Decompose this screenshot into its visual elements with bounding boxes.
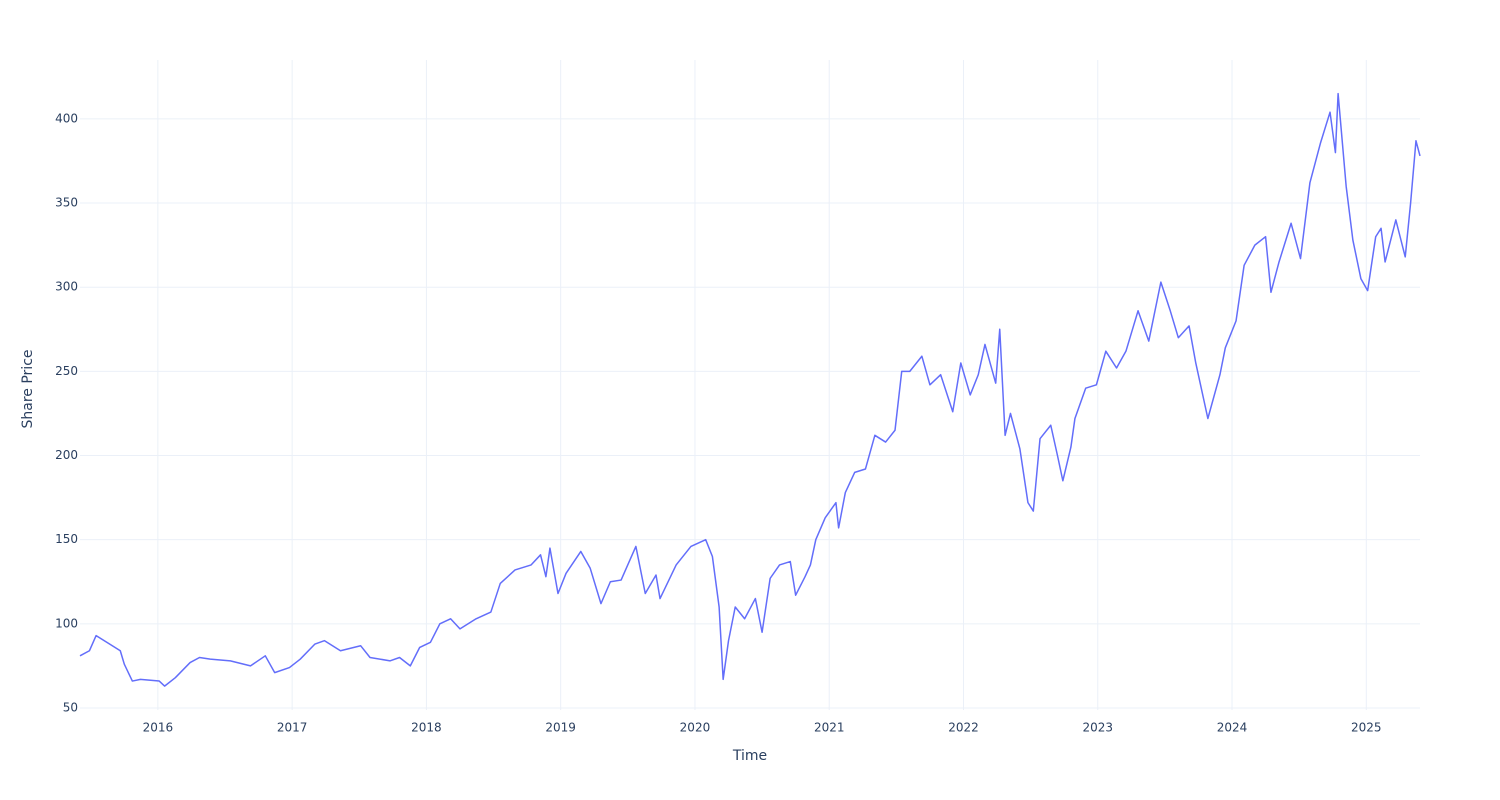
x-tick-label: 2018 <box>411 721 442 735</box>
x-axis-title: Time <box>732 748 767 764</box>
y-tick-label: 300 <box>55 280 78 294</box>
x-tick-label: 2021 <box>814 721 845 735</box>
y-tick-label: 350 <box>55 196 78 210</box>
x-tick-label: 2025 <box>1351 721 1382 735</box>
x-tick-label: 2016 <box>143 721 174 735</box>
y-tick-label: 400 <box>55 111 78 125</box>
y-tick-label: 250 <box>55 364 78 378</box>
x-tick-label: 2019 <box>545 721 576 735</box>
x-tick-label: 2023 <box>1082 721 1113 735</box>
x-tick-label: 2020 <box>680 721 711 735</box>
price-line <box>79 92 1421 687</box>
y-tick-label: 100 <box>55 616 78 630</box>
x-tick-label: 2024 <box>1217 721 1248 735</box>
y-tick-label: 200 <box>55 448 78 462</box>
x-tick-label: 2022 <box>948 721 979 735</box>
x-tick-label: 2017 <box>277 721 308 735</box>
y-axis-title: Share Price <box>20 349 36 428</box>
y-tick-label: 50 <box>63 700 78 714</box>
y-tick-label: 150 <box>55 532 78 546</box>
